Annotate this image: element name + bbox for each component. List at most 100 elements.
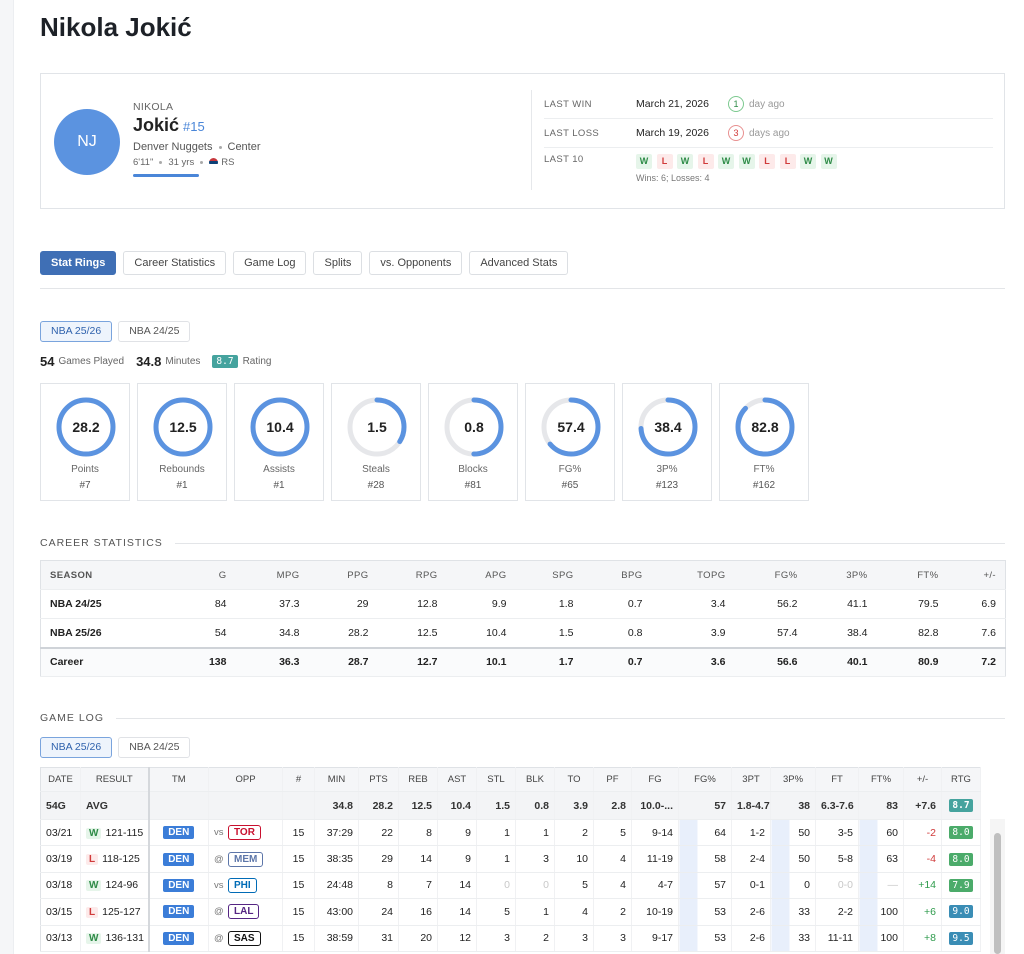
tab[interactable]: vs. Opponents [369,251,463,275]
game-row: 03/21 W 121-115 DEN vs TOR 15 37:29 22 8 9 1 1 2 5 9-14… [40,819,981,847]
stat-cell: 0.8 [515,791,555,820]
stat-cell: 3 [593,925,632,952]
column-header: APG [446,560,516,590]
cell: 12.7 [377,646,447,677]
stat-cell: 9-14 [631,819,679,847]
season-tab[interactable]: NBA 24/25 [118,737,191,758]
date: March 19, 2026 [636,127,709,139]
stat-cell: 9 [437,845,477,873]
result-badge: W [86,880,102,892]
tab[interactable]: Stat Rings [40,251,117,275]
stat-cell: 2 [515,925,555,952]
column-header: # [282,767,315,792]
tab[interactable]: Advanced Stats [469,251,569,275]
column-header[interactable]: 3PT [731,767,771,792]
column-header: 3P% [806,560,877,590]
stat-cell: 58 [678,845,732,873]
tab[interactable]: Career Statistics [123,251,227,275]
stat-cell: 2-2 [815,898,859,926]
column-header[interactable]: FT% [858,767,904,792]
column-header[interactable]: +/- [903,767,942,792]
stat-cell: 5 [476,898,516,926]
column-header[interactable]: AST [437,767,477,792]
date: 03/19 [40,845,81,873]
jersey-number: #15 [183,119,205,134]
ring-arc [444,397,504,457]
opponent: vs PHI [208,872,283,900]
stat-cell: 24 [358,898,399,926]
column-header[interactable]: STL [476,767,516,792]
empty-cell [282,791,315,820]
result: W 121-115 [80,819,150,847]
stat-cell: 9-17 [631,925,679,952]
count: 1 [728,96,744,112]
avg-label: AVG [80,791,150,820]
stat-cell: 3 [515,845,555,873]
ring-label: Blocks [458,464,488,475]
tab[interactable]: Game Log [233,251,307,275]
column-header[interactable]: 3P% [770,767,816,792]
opponent-badge[interactable]: TOR [228,825,261,841]
opponent-badge[interactable]: PHI [228,877,257,893]
result-badge: L [697,154,714,169]
stat-cell: 1.5 [476,791,516,820]
stat-cell: 14 [437,872,477,900]
stat-cell: 29 [358,845,399,873]
column-header[interactable]: TO [554,767,594,792]
ring-value: 12.5 [169,419,196,435]
cell: 10.1 [446,646,516,677]
ring-graphic: 1.5 [347,397,407,457]
stat-cell: 1 [515,898,555,926]
column-header[interactable]: PF [593,767,632,792]
team: DEN [148,845,209,873]
tab[interactable]: Splits [313,251,363,275]
result-badge: W [636,154,652,169]
stat-cell: 14 [437,898,477,926]
career-table: SEASON G MPG PPG RPG APG SPG BPG TOPG FG% 3P% FT% +/… [40,560,1006,677]
venue: @ [214,932,224,944]
ring-label: Assists [263,464,295,475]
column-header[interactable]: FG% [678,767,732,792]
cell: 80.9 [876,646,948,677]
stat-cell: 60 [858,819,904,847]
opponent: @ LAL [208,898,283,926]
rating-badge: 8.0 [949,852,973,866]
avatar: NJ [54,109,120,175]
column-header: MPG [235,560,309,590]
team: Denver Nuggets [133,141,213,153]
column-header[interactable]: FT [815,767,859,792]
stat-cell: 10-19 [631,898,679,926]
jersey: 15 [282,819,315,847]
column-header[interactable]: FG [631,767,679,792]
stat-cell: 0-0 [815,872,859,900]
column-header[interactable]: PTS [358,767,399,792]
column-header[interactable]: REB [398,767,438,792]
season-tab[interactable]: NBA 24/25 [118,321,191,342]
stat-cell: 0-1 [731,872,771,900]
opponent-badge[interactable]: SAS [228,930,261,946]
opponent-badge[interactable]: MEM [228,851,264,867]
rating-badge: 8.7 [949,799,973,812]
season-tab[interactable]: NBA 25/26 [40,321,113,342]
stat-cell: 53 [678,925,732,952]
last-10-detail: W L W L W W L L W W Wins: 6; Losses: 4 [636,154,841,183]
stat-cell: 8.7 [941,791,981,820]
stat-rings: 28.2 Points #7 12.5 Rebounds #1 10.4 Assists #1 1… [40,383,809,501]
ring-value: 28.2 [72,419,99,435]
stat-cell: 4-7 [631,872,679,900]
ring-value: 10.4 [266,419,293,435]
empty-cell [148,791,209,820]
season-tab[interactable]: NBA 25/26 [40,737,113,758]
stat-cell: 5-8 [815,845,859,873]
column-header[interactable]: RTG [941,767,981,792]
opponent-badge[interactable]: LAL [228,904,260,920]
cell: 28.2 [308,618,378,648]
cell: 56.2 [734,589,807,619]
column-header[interactable]: BLK [515,767,555,792]
opponent: @ MEM [208,845,283,873]
cell: 84 [177,589,236,619]
average-row: 54G AVG 34.8 28.2 12.5 10.4 1.5 0.8 3.9 2.8 10.0-.… [40,791,981,820]
stat-cell: +8 [903,925,942,952]
games: 54G [40,791,81,820]
column-header[interactable]: MIN [314,767,359,792]
